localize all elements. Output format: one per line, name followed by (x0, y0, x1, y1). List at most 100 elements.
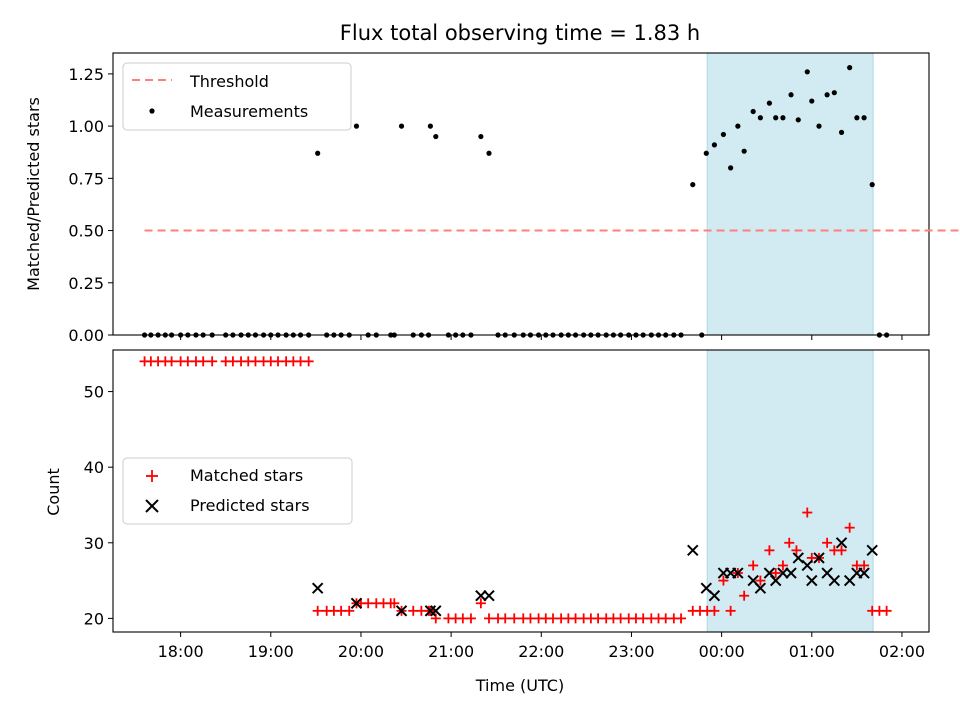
measurement-point (495, 332, 501, 338)
measurement-point (353, 123, 360, 129)
matched-point (509, 613, 520, 624)
predicted-point (708, 590, 721, 602)
measurement-point (603, 332, 609, 338)
measurement-point (460, 332, 466, 338)
measurement-point (588, 332, 594, 338)
predicted-point (430, 605, 442, 617)
measurement-point (640, 332, 646, 338)
top-panel: 0.00 0.25 0.50 0.75 1.00 1.25 Threshold Measure… (68, 52, 960, 345)
measurement-point (209, 332, 215, 338)
x-tick-label: 23:00 (608, 642, 654, 661)
predicted-point (866, 544, 878, 557)
measurement-point (720, 131, 727, 138)
predicted-x-b (763, 567, 776, 579)
matched-point (764, 545, 775, 556)
matched-point (344, 605, 355, 616)
predicted-point (835, 537, 848, 549)
measurement-point (297, 332, 304, 338)
legend-predicted-label: Predicted stars (190, 496, 310, 515)
matched-point (755, 575, 766, 586)
measurement-point (847, 65, 853, 71)
measurement-point (223, 332, 229, 338)
x-tick-label: 19:00 (248, 642, 294, 661)
y-tick-label: 40 (84, 458, 104, 477)
legend-measurements-label: Measurements (190, 102, 308, 121)
matched-point (475, 598, 486, 609)
measurement-point (550, 332, 556, 338)
matched-point (739, 590, 750, 601)
predicted-x-b (792, 552, 804, 564)
matched-point (312, 605, 323, 616)
measurement-point (346, 332, 352, 338)
measurement-point (427, 123, 433, 129)
measurement-point (711, 142, 718, 148)
measurement-point (565, 332, 571, 338)
predicted-x-b (350, 597, 363, 609)
predicted-point (732, 567, 744, 579)
legend-bottom: Matched stars Predicted stars (122, 457, 353, 525)
predicted-point (813, 552, 825, 564)
measurement-point (861, 115, 867, 121)
measurement-point (453, 332, 459, 338)
measurement-point (245, 332, 251, 338)
y-tick-label: 20 (84, 609, 104, 628)
x-tick-label: 18:00 (158, 642, 204, 661)
matched-point (881, 605, 892, 616)
measurement-point (230, 332, 236, 338)
legend-predicted-swatch-b (145, 499, 159, 513)
matched-point (483, 613, 494, 624)
measurement-point (445, 332, 452, 338)
predicted-point (801, 559, 813, 572)
predicted-x-b (835, 537, 848, 549)
measurement-point (398, 123, 405, 129)
measurement-point (315, 150, 321, 156)
measurement-point (884, 332, 890, 338)
predicted-x-b (708, 590, 721, 602)
matched-point (859, 560, 870, 571)
matched-point (770, 568, 781, 579)
y-tick-label: 0.25 (68, 274, 104, 293)
measurement-point (773, 115, 779, 121)
measurement-point (141, 332, 148, 338)
predicted-x-b (747, 574, 759, 587)
predicted-x-b (395, 605, 408, 617)
measurement-point (433, 133, 439, 140)
matched-point (198, 356, 209, 367)
predicted-x-b (785, 567, 797, 579)
predicted-x-b (732, 567, 744, 579)
measurement-point (543, 332, 549, 338)
predicted-point (350, 597, 363, 609)
measurement-point (200, 332, 206, 338)
predicted-x-b (687, 544, 699, 557)
legend-matched-label: Matched stars (190, 466, 303, 485)
matched-point (389, 598, 400, 609)
matched-point (844, 522, 855, 533)
y-tick-label: 0.00 (68, 326, 104, 345)
measurement-point (728, 165, 734, 171)
measurement-point (425, 332, 432, 338)
matched-point (500, 613, 511, 624)
measurement-point (275, 332, 281, 338)
shaded-span (706, 349, 874, 633)
measurement-point (162, 332, 168, 338)
measurement-point (252, 332, 259, 338)
x-tick-label: 22:00 (518, 642, 564, 661)
predicted-point (395, 605, 408, 617)
matched-point (748, 560, 759, 571)
predicted-point (777, 567, 789, 579)
measurement-point (780, 115, 786, 121)
measurement-point (655, 332, 662, 338)
measurement-point (331, 332, 337, 338)
x-tick-label: 21:00 (428, 642, 474, 661)
predicted-point (858, 567, 870, 579)
y-tick-label: 50 (84, 383, 104, 402)
measurement-point (478, 133, 484, 140)
measurement-point (595, 332, 601, 338)
measurement-point (699, 332, 705, 338)
measurement-point (260, 332, 267, 338)
matched-point (465, 613, 476, 624)
measurement-point (824, 92, 830, 98)
matched-point (207, 356, 218, 367)
measurement-point (690, 182, 696, 188)
